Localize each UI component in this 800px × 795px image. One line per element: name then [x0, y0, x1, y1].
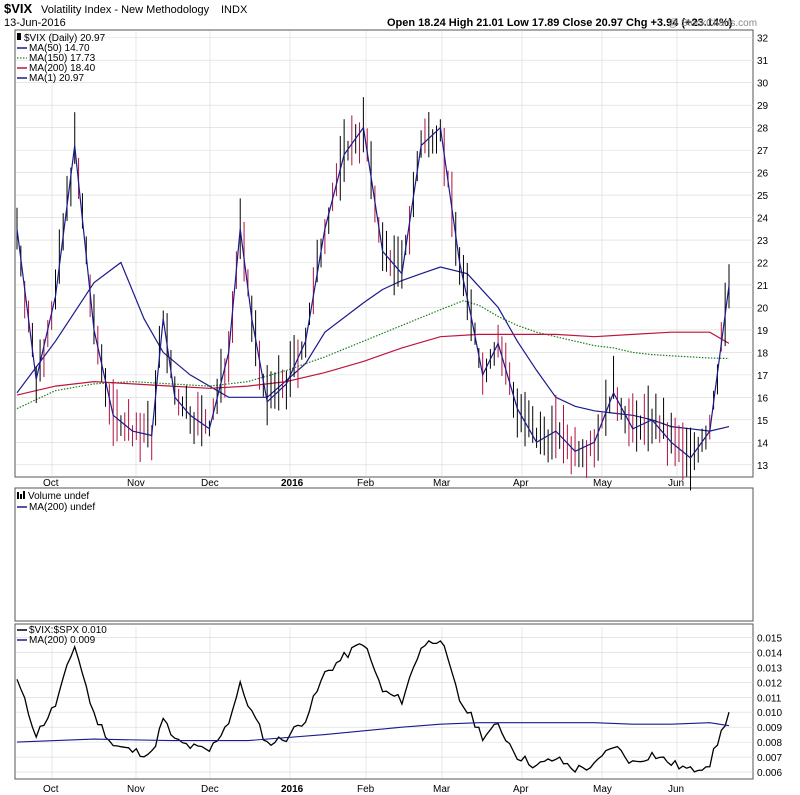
y-tick-label: 31 — [757, 56, 769, 67]
ratio-series — [16, 640, 730, 774]
y-tick-label: 30 — [757, 79, 769, 90]
price-legend: $VIX (Daily) 20.97 MA(50) 14.70 MA(150) … — [17, 33, 106, 84]
legend-ma1: MA(1) 20.97 — [29, 73, 84, 84]
y-tick-label: 24 — [757, 214, 769, 225]
ratio-panel — [14, 623, 754, 780]
x-tick-label: Feb — [357, 478, 375, 489]
chart-name: Volatility Index - New Methodology — [41, 4, 210, 16]
y-tick-label: 0.009 — [757, 723, 782, 734]
y-tick-label: 0.006 — [757, 768, 782, 779]
legend-volume: Volume undef — [28, 491, 89, 502]
y-tick-label: 19 — [757, 326, 769, 337]
y-tick-label: 32 — [757, 34, 769, 45]
y-tick-label: 13 — [757, 461, 769, 472]
x-tick-label: Jun — [668, 784, 684, 795]
y-tick-label: 22 — [757, 258, 769, 269]
y-tick-label: 29 — [757, 101, 769, 112]
grid — [16, 31, 753, 778]
legend-volume-ma: MA(200) undef — [29, 502, 95, 513]
x-tick-label: Oct — [43, 478, 59, 489]
price-series — [16, 97, 730, 491]
y-tick-label: 14 — [757, 438, 769, 449]
x-tick-label: Nov — [127, 784, 145, 795]
y-tick-label: 0.015 — [757, 633, 782, 644]
x-tick-label: Feb — [357, 784, 375, 795]
y-tick-label: 17 — [757, 371, 769, 382]
y-tick-label: 26 — [757, 169, 769, 180]
y-tick-label: 20 — [757, 303, 769, 314]
legend-ma150: MA(150) 17.73 — [29, 53, 96, 64]
x-tick-label: 2016 — [281, 784, 304, 795]
y-tick-label: 0.014 — [757, 648, 782, 659]
legend-ratio-ma: MA(200) 0.009 — [29, 635, 96, 646]
y-tick-label: 28 — [757, 124, 769, 135]
x-tick-label: Dec — [201, 478, 219, 489]
y-tick-label: 0.011 — [757, 693, 782, 704]
x-tick-label: May — [593, 478, 612, 489]
y-tick-label: 15 — [757, 416, 769, 427]
volume-panel — [14, 487, 754, 622]
y-tick-label: 23 — [757, 236, 769, 247]
x-tick-label: Jun — [668, 478, 684, 489]
y-tick-label: 0.013 — [757, 663, 782, 674]
chart-date: 13-Jun-2016 — [4, 17, 66, 29]
ma150-line — [16, 300, 730, 410]
y-tick-label: 21 — [757, 281, 769, 292]
axes: 13 14 15 16 17 18 19 20 21 22 23 24 25 26 27 28 29 30 31 32… — [43, 34, 782, 795]
chart-symbol: $VIX — [4, 1, 33, 16]
x-tick-label: Mar — [433, 784, 451, 795]
vix-ma1-line — [16, 126, 730, 459]
vix-spx-ratio-line — [16, 640, 730, 774]
legend-vix: $VIX (Daily) 20.97 — [24, 33, 106, 44]
y-tick-label: 16 — [757, 393, 769, 404]
x-tick-label: Nov — [127, 478, 145, 489]
x-tick-label: Apr — [513, 784, 529, 795]
ratio-legend: $VIX:$SPX 0.010 MA(200) 0.009 — [17, 625, 107, 646]
y-tick-label: 18 — [757, 348, 769, 359]
legend-ratio: $VIX:$SPX 0.010 — [29, 625, 107, 636]
x-tick-label: Oct — [43, 784, 59, 795]
x-tick-label: Apr — [513, 478, 529, 489]
x-tick-label: Mar — [433, 478, 451, 489]
quote-summary: Open 18.24 High 21.01 Low 17.89 Close 20… — [387, 17, 733, 29]
y-tick-label: 25 — [757, 191, 769, 202]
x-tick-label: Dec — [201, 784, 219, 795]
y-tick-label: 0.012 — [757, 678, 782, 689]
y-tick-label: 27 — [757, 146, 769, 157]
y-tick-label: 0.007 — [757, 753, 782, 764]
ratio-ma200-line — [16, 722, 730, 743]
watermark: @ StockCharts.com — [668, 18, 757, 29]
y-tick-label: 0.010 — [757, 708, 782, 719]
legend-ma200: MA(200) 18.40 — [29, 63, 96, 74]
legend-ma50: MA(50) 14.70 — [29, 43, 90, 54]
chart-exchange: INDX — [221, 4, 248, 16]
y-tick-label: 0.008 — [757, 738, 782, 749]
ma200-line — [16, 331, 730, 396]
x-tick-label: May — [593, 784, 612, 795]
volume-legend: Volume undef MA(200) undef — [17, 491, 95, 513]
x-tick-label: 2016 — [281, 478, 304, 489]
